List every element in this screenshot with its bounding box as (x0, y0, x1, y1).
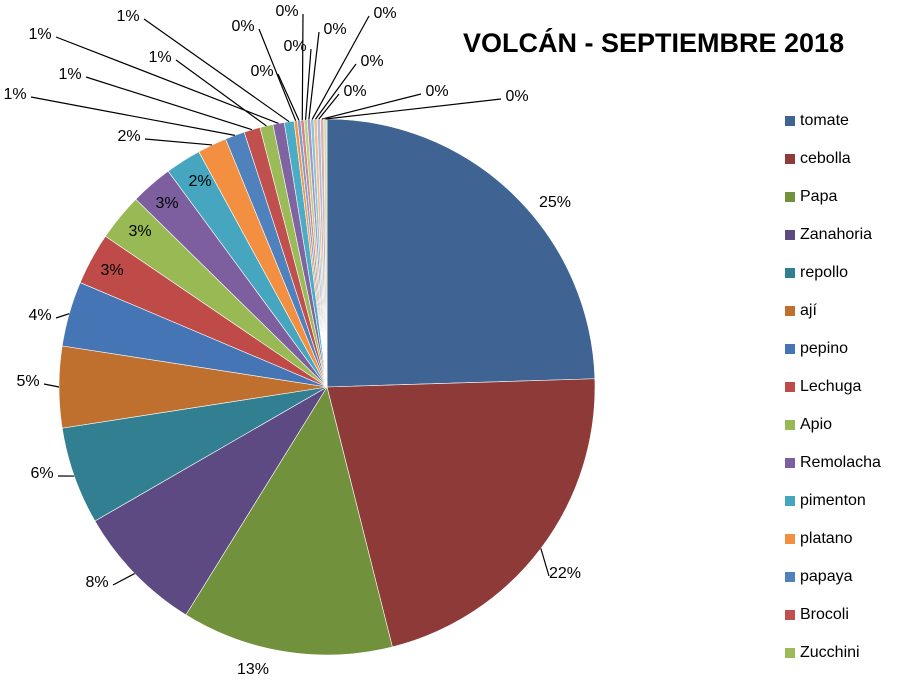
data-label: 3% (100, 262, 123, 279)
legend-swatch (785, 116, 795, 126)
legend-label: tomate (800, 112, 849, 129)
legend-label: platano (800, 530, 853, 547)
leader-line (325, 98, 502, 120)
leader-line (112, 573, 135, 586)
data-label: 13% (237, 661, 269, 678)
leader-line (55, 313, 70, 319)
data-label: 0% (250, 63, 273, 80)
data-label: 1% (58, 66, 81, 83)
legend-swatch (785, 230, 795, 240)
legend-label: Brocoli (800, 606, 849, 623)
data-label: 25% (539, 194, 571, 211)
legend-swatch (785, 268, 795, 278)
data-label: 1% (148, 49, 171, 66)
legend-swatch (785, 344, 795, 354)
leader-line (318, 93, 340, 120)
legend-label: Remolacha (800, 454, 881, 471)
legend-label: Lechuga (800, 378, 861, 395)
data-label: 0% (425, 83, 448, 100)
data-label: 0% (323, 21, 346, 38)
leader-line (85, 76, 253, 131)
leader-line (175, 59, 267, 127)
leader-line (304, 48, 312, 120)
legend-label: papaya (800, 568, 853, 585)
data-label: 5% (16, 373, 39, 390)
data-label: 2% (188, 173, 211, 190)
legend-label: pimenton (800, 492, 866, 509)
leader-line (301, 13, 304, 121)
leader-line (258, 28, 297, 122)
legend-swatch (785, 648, 795, 658)
data-label: 0% (231, 18, 254, 35)
legend-swatch (785, 496, 795, 506)
pie-slice (94, 386, 328, 616)
legend-label: Zucchini (800, 644, 860, 661)
leader-line (308, 31, 320, 120)
leader-line (30, 96, 235, 136)
legend-label: Apio (800, 416, 832, 433)
legend-swatch (785, 534, 795, 544)
legend-swatch (785, 192, 795, 202)
data-label: 1% (28, 26, 51, 43)
data-label: 0% (283, 38, 306, 55)
legend-label: pepino (800, 340, 848, 357)
data-label: 8% (85, 574, 108, 591)
legend-swatch (785, 610, 795, 620)
data-label: 3% (155, 195, 178, 212)
leader-line (540, 548, 550, 577)
data-label: 3% (128, 223, 151, 240)
leader-line (314, 63, 357, 120)
data-label: 22% (549, 565, 581, 582)
legend-label: Papa (800, 188, 837, 205)
data-label: 0% (360, 53, 383, 70)
legend-swatch (785, 154, 795, 164)
data-label: 0% (343, 83, 366, 100)
data-label: 1% (116, 8, 139, 25)
legend-label: repollo (800, 264, 848, 281)
pie-slice (326, 118, 596, 388)
leader-line (321, 93, 422, 120)
leader-line (311, 15, 370, 120)
pie-slice (326, 378, 596, 648)
data-label: 2% (117, 128, 140, 145)
data-label: 6% (30, 465, 53, 482)
data-label: 0% (505, 88, 528, 105)
pie-slice (185, 386, 393, 656)
leader-line (143, 18, 290, 123)
legend-swatch (785, 306, 795, 316)
data-label: 4% (28, 307, 51, 324)
data-label: 0% (373, 5, 396, 22)
leader-line (144, 138, 213, 146)
chart-title: VOLCÁN - SEPTIEMBRE 2018 (463, 27, 844, 58)
legend-swatch (785, 382, 795, 392)
data-label: 1% (3, 86, 26, 103)
data-label: 0% (275, 3, 298, 20)
leader-line (55, 36, 279, 124)
legend-label: cebolla (800, 150, 851, 167)
legend-label: Zanahoria (800, 226, 872, 243)
legend-swatch (785, 572, 795, 582)
legend-swatch (785, 458, 795, 468)
leader-line (277, 73, 300, 121)
leader-line (43, 383, 60, 388)
legend-label: ají (800, 302, 817, 319)
legend-swatch (785, 420, 795, 430)
